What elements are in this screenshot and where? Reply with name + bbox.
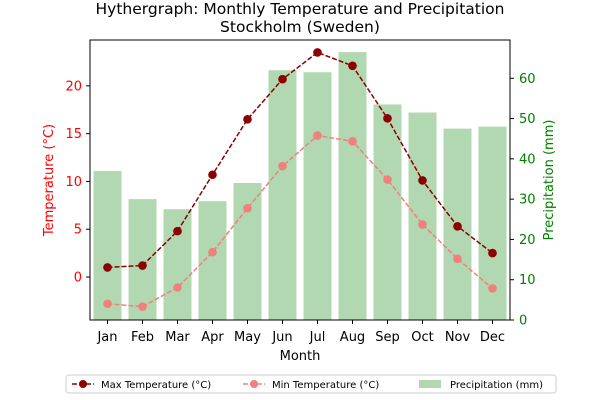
x-tick-label-sep: Sep [375, 330, 400, 345]
precipitation-bars [93, 52, 507, 321]
max-temp-point-jul [313, 48, 322, 57]
precipitation-bar-feb [128, 199, 157, 320]
precipitation-bar-mar [163, 209, 192, 320]
plot-frame [89, 39, 511, 321]
max-temp-point-sep [383, 114, 392, 123]
left-tick-label-15: 15 [65, 127, 82, 142]
min-temp-point-mar [173, 283, 182, 292]
min-temp-point-aug [348, 136, 357, 146]
x-tick-label-jun: Jun [271, 330, 292, 345]
legend-min-marker [250, 380, 258, 388]
left-y-axis-label: Temperature (°C) [42, 124, 57, 237]
min-temp-line [107, 134, 493, 308]
x-tick-label-nov: Nov [445, 330, 471, 345]
right-tick-label-10: 10 [519, 273, 536, 288]
min-temp-point-sep [383, 175, 392, 184]
min-temp-point-apr [208, 247, 217, 257]
precipitation-bar-oct [408, 112, 437, 321]
legend-precip-label: Precipitation (mm) [450, 380, 543, 391]
max-temp-point-nov [453, 222, 462, 231]
right-tick-label-40: 40 [519, 152, 536, 167]
x-tick-label-mar: Mar [165, 330, 190, 345]
chart-subtitle: Stockholm (Sweden) [220, 18, 380, 36]
min-temp-point-feb [138, 302, 147, 311]
min-temp-point-jul [313, 131, 322, 140]
right-tick-label-20: 20 [519, 233, 536, 248]
min-temp-point-may [243, 203, 252, 213]
right-tick-label-0: 0 [519, 314, 527, 329]
min-temp-point-jan [103, 299, 112, 309]
max-temp-point-may [243, 115, 252, 124]
min-temp-point-dec [488, 284, 497, 293]
precipitation-bar-jun [268, 70, 297, 321]
right-tick-label-30: 30 [519, 193, 536, 208]
precipitation-bar-apr [198, 201, 227, 320]
min-temp-point-nov [453, 254, 462, 264]
left-tick-label-5: 5 [74, 223, 82, 238]
x-tick-label-jan: Jan [96, 330, 117, 345]
left-tick-label-20: 20 [65, 79, 82, 94]
legend-min-label: Min Temperature (°C) [272, 380, 379, 391]
x-tick-label-feb: Feb [131, 330, 154, 345]
legend-max-label: Max Temperature (°C) [101, 380, 211, 391]
precipitation-bar-sep [373, 104, 402, 320]
min-temp-point-jun [278, 161, 287, 171]
chart-title: Hythergraph: Monthly Temperature and Pre… [96, 0, 505, 18]
precipitation-bar-jan [93, 170, 122, 320]
right-y-axis: 0 10 20 30 40 50 60 [510, 72, 536, 329]
x-tick-label-aug: Aug [340, 330, 365, 345]
legend-max-marker [79, 380, 87, 388]
max-temp-point-feb [138, 261, 147, 270]
max-temp-point-oct [418, 176, 427, 185]
left-y-axis: 0 5 10 15 20 [65, 79, 90, 285]
legend-precip-swatch [419, 380, 441, 388]
max-temp-point-dec [488, 248, 497, 258]
max-temp-point-apr [208, 170, 217, 180]
min-temp-point-oct [418, 220, 427, 229]
precipitation-bar-aug [338, 52, 367, 320]
x-tick-label-oct: Oct [411, 330, 433, 345]
left-tick-label-0: 0 [74, 270, 82, 285]
legend: Max Temperature (°C) Min Temperature (°C… [65, 374, 557, 394]
right-tick-label-60: 60 [519, 72, 536, 87]
x-axis: Jan Feb Mar Apr May Jun Jul Aug Sep Oct Nov Dec [96, 320, 505, 345]
max-temp-line [107, 51, 493, 269]
max-temp-point-aug [348, 61, 357, 71]
temperature-lines [103, 48, 497, 311]
left-tick-label-10: 10 [65, 175, 82, 190]
right-tick-label-50: 50 [519, 112, 536, 127]
max-temp-point-jan [103, 263, 112, 272]
x-tick-label-jul: Jul [309, 330, 326, 345]
precipitation-bar-jul [303, 72, 332, 320]
max-temp-point-jun [278, 74, 287, 84]
x-tick-label-may: May [234, 330, 261, 345]
x-tick-label-apr: Apr [201, 330, 224, 345]
right-y-axis-label: Precipitation (mm) [542, 120, 557, 241]
legend-frame [65, 374, 557, 394]
max-temp-point-mar [173, 226, 182, 236]
precipitation-bar-may [233, 183, 262, 320]
x-tick-label-dec: Dec [480, 330, 505, 345]
x-axis-label: Month [280, 349, 321, 364]
